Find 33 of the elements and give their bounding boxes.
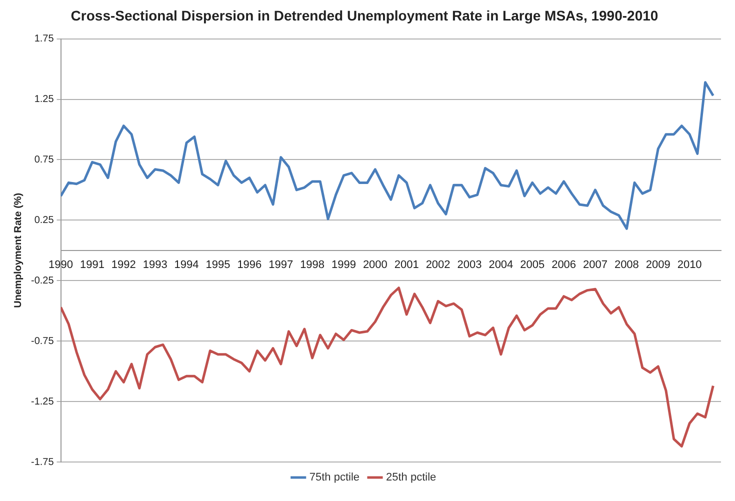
x-tick-label: 1993 xyxy=(142,259,168,272)
x-tick-label: 2004 xyxy=(488,259,514,272)
x-tick-label: 1999 xyxy=(331,259,356,272)
x-tick-label: 2005 xyxy=(520,259,545,272)
x-tick-label: 2006 xyxy=(552,259,576,272)
x-tick-label: 1997 xyxy=(268,259,294,272)
y-tick-label: -0.25 xyxy=(30,275,54,286)
y-tick-label: -1.25 xyxy=(30,396,54,408)
y-tick-label: 0.25 xyxy=(34,214,54,226)
x-tick-label: 2010 xyxy=(677,259,702,272)
x-tick-label: 1990 xyxy=(48,259,74,272)
x-tick-label: 1996 xyxy=(237,259,262,272)
x-tick-label: 2008 xyxy=(614,259,639,272)
y-tick-label: -1.75 xyxy=(30,456,54,468)
x-tick-label: 2003 xyxy=(457,259,482,272)
x-tick-label: 1992 xyxy=(111,259,136,272)
chart-title: Cross-Sectional Dispersion in Detrended Unemployment Rate in Large MSAs, 1990-2010 xyxy=(70,7,658,24)
y-axis-title: Unemployment Rate (%) xyxy=(12,192,24,308)
x-tick-label: 2007 xyxy=(583,259,608,272)
x-tick-label: 1995 xyxy=(206,259,230,272)
x-tick-label: 2000 xyxy=(362,259,388,272)
legend-label: 25th pctile xyxy=(386,472,436,484)
y-tick-label: 0.75 xyxy=(34,154,54,166)
x-tick-label: 1994 xyxy=(174,259,199,272)
x-tick-label: 2002 xyxy=(426,259,450,272)
y-tick-label: 1.25 xyxy=(34,94,54,106)
x-tick-label: 2009 xyxy=(646,259,670,272)
legend-label: 75th pctile xyxy=(309,472,360,484)
x-tick-label: 2001 xyxy=(394,259,419,272)
y-tick-label: 1.75 xyxy=(34,34,54,45)
x-tick-label: 1998 xyxy=(300,259,325,272)
x-tick-label: 1991 xyxy=(80,259,104,272)
y-tick-label: -0.75 xyxy=(30,336,54,347)
